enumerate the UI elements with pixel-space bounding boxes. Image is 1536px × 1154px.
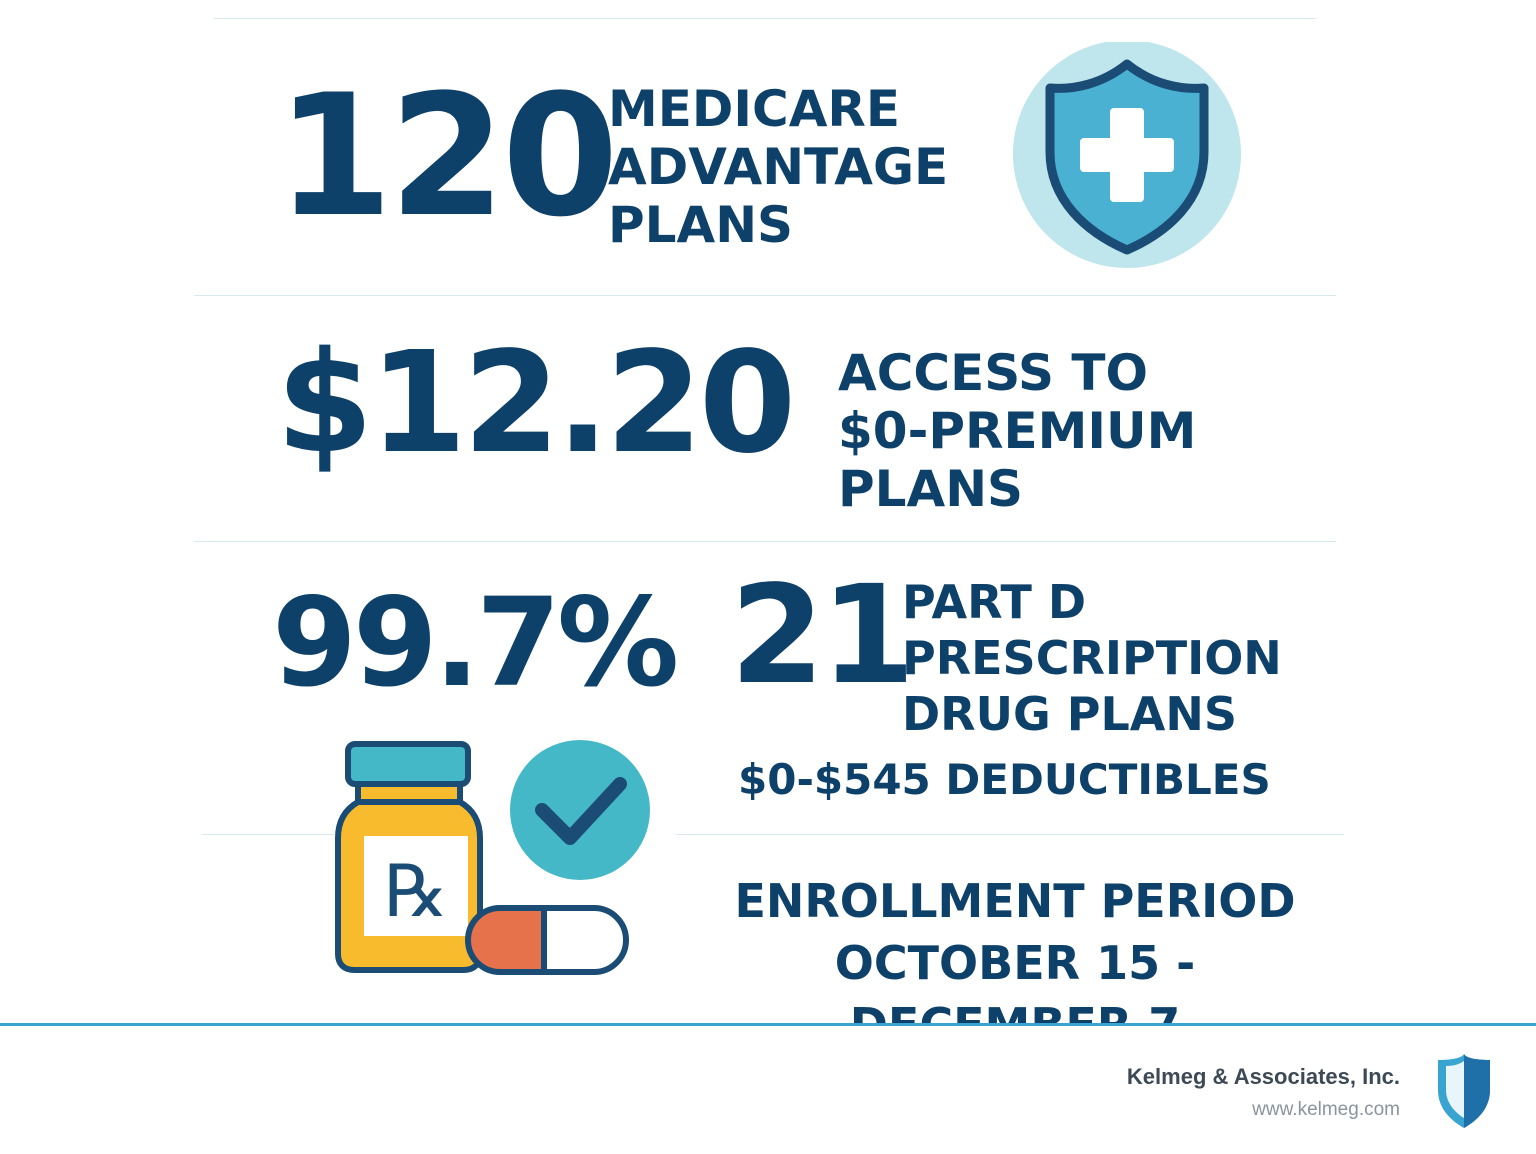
pdp-label: PART D PRESCRIPTION DRUG PLANS — [902, 574, 1282, 742]
divider-2 — [194, 541, 1336, 542]
check-circle-icon — [508, 738, 652, 882]
divider-1 — [194, 295, 1336, 296]
shield-plus-icon — [1010, 40, 1244, 270]
divider-4 — [676, 834, 1344, 835]
prescription-bottle-icon: ℞ — [334, 740, 484, 974]
premium-value: $12.20 — [276, 322, 796, 485]
access-percent: 99.7% — [272, 572, 679, 714]
website-link[interactable]: www.kelmeg.com — [1252, 1099, 1400, 1120]
capsule-icon — [462, 904, 632, 976]
premium-label-line-1: ACCESS TO — [838, 344, 1149, 402]
premium-label: ACCESS TO $0-PREMIUM PLANS — [838, 344, 1196, 518]
pdp-label-line-3: DRUG PLANS — [902, 687, 1237, 741]
ma-plan-label: MEDICARE ADVANTAGE PLANS — [608, 80, 948, 254]
pdp-count: 21 — [730, 557, 915, 715]
ma-plan-count: 120 — [276, 58, 619, 254]
enrollment-line-2: OCTOBER 15 - — [834, 936, 1196, 990]
footer — [0, 1026, 1536, 1154]
footer-divider — [0, 1023, 1536, 1026]
rx-glyph: ℞ — [384, 849, 449, 933]
deductible-range: $0-$545 DEDUCTIBLES — [738, 755, 1271, 804]
premium-label-line-3: PLANS — [838, 460, 1024, 518]
divider-top — [214, 18, 1316, 19]
enrollment-line-1: ENROLLMENT PERIOD — [734, 874, 1296, 928]
divider-3 — [202, 834, 334, 835]
brand-shield-icon — [1432, 1052, 1496, 1130]
ma-label-line-2: ADVANTAGE — [608, 138, 949, 196]
pdp-label-line-2: PRESCRIPTION — [902, 631, 1282, 685]
ma-label-line-3: PLANS — [608, 196, 794, 254]
premium-label-line-2: $0-PREMIUM — [838, 402, 1197, 460]
company-name: Kelmeg & Associates, Inc. — [1126, 1064, 1400, 1089]
pdp-label-line-1: PART D — [902, 575, 1087, 629]
ma-label-line-1: MEDICARE — [608, 80, 901, 138]
